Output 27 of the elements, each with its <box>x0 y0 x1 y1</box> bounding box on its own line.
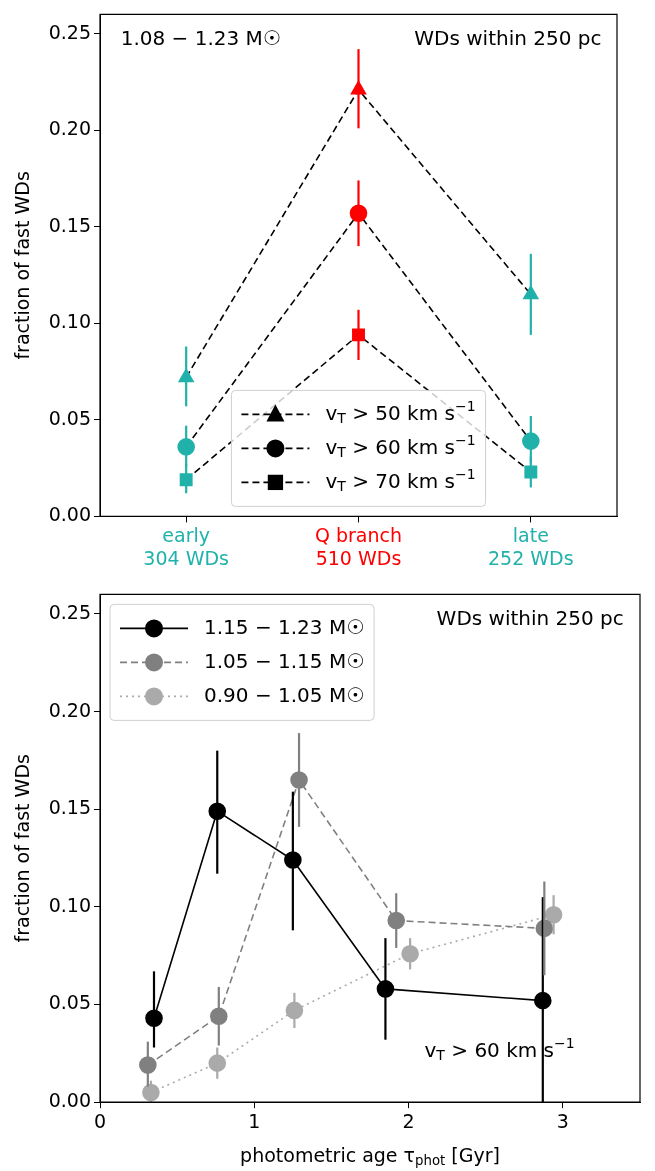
y-tick-label: 0.00 <box>48 503 91 526</box>
x-tick-label: 2 <box>402 1109 415 1132</box>
x-tick-label: early 304 WDs <box>143 523 229 569</box>
y-tick-label: 0.25 <box>48 600 91 623</box>
y-tick-label: 0.10 <box>48 310 91 333</box>
y-axis-title: fraction of fast WDs <box>10 754 33 943</box>
legend-label: 1.05 − 1.15 M☉ <box>204 648 365 673</box>
y-axis-title: fraction of fast WDs <box>10 171 33 360</box>
annotation: WDs within 250 pc <box>436 605 624 630</box>
annotation: WDs within 250 pc <box>414 25 602 50</box>
y-tick-label: 0.10 <box>48 893 91 916</box>
y-tick-label: 0.00 <box>48 1089 91 1112</box>
x-tick-label: 1 <box>248 1109 261 1132</box>
y-tick-label: 0.15 <box>48 213 91 236</box>
x-tick-label: Q branch 510 WDs <box>314 523 403 569</box>
legend-label: 0.90 − 1.05 M☉ <box>204 682 365 707</box>
y-tick-label: 0.20 <box>48 698 91 721</box>
x-tick-label: 3 <box>556 1109 569 1132</box>
y-tick-label: 0.05 <box>48 991 91 1014</box>
y-tick-label: 0.05 <box>48 406 91 429</box>
y-tick-label: 0.25 <box>48 20 91 43</box>
y-tick-label: 0.15 <box>48 796 91 819</box>
x-tick-label: 0 <box>93 1109 107 1132</box>
y-tick-label: 0.20 <box>48 117 91 140</box>
annotation: 1.08 − 1.23 M☉ <box>120 25 281 50</box>
x-tick-label: late 252 WDs <box>488 523 574 569</box>
legend-label: 1.15 − 1.23 M☉ <box>204 614 365 639</box>
